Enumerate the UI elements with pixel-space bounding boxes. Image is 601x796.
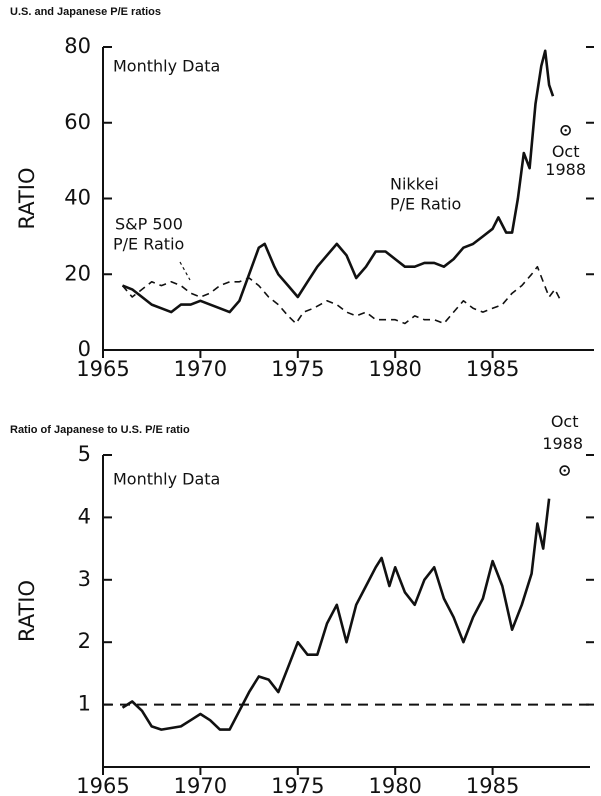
y-axis-title: RATIO: [15, 580, 39, 642]
x-tick-label: 1965: [76, 357, 129, 381]
x-tick-label: 1965: [76, 774, 129, 796]
series-label: Nikkei: [390, 175, 439, 194]
y-tick-label: 3: [78, 567, 91, 591]
series-label: P/E Ratio: [390, 195, 461, 214]
series-label: P/E Ratio: [113, 235, 184, 254]
series-line: [121, 498, 551, 731]
y-tick-label: 0: [78, 337, 91, 361]
y-tick-label: 20: [64, 261, 91, 285]
x-tick-label: 1985: [466, 357, 519, 381]
point-label: Oct: [551, 412, 579, 431]
point-label: 1988: [545, 160, 586, 179]
x-tick-label: 1980: [368, 357, 421, 381]
annotation: Monthly Data: [113, 470, 220, 489]
y-tick-label: 4: [78, 504, 91, 528]
point-dot: [564, 129, 567, 132]
y-tick-label: 80: [64, 34, 91, 58]
y-tick-label: 2: [78, 629, 91, 653]
annotation: Monthly Data: [113, 57, 220, 76]
series-line: [121, 265, 562, 325]
point-label: Oct: [552, 142, 580, 161]
label-pointer: [179, 261, 191, 281]
x-tick-label: 1985: [466, 774, 519, 796]
y-tick-label: 1: [78, 692, 91, 716]
y-axis-title: RATIO: [15, 167, 39, 229]
x-tick-label: 1980: [368, 774, 421, 796]
point-marker: [559, 465, 570, 476]
y-tick-label: 5: [78, 442, 91, 466]
point-label: 1988: [542, 434, 583, 453]
point-dot: [563, 469, 566, 472]
series-line: [122, 49, 555, 314]
point-marker: [560, 125, 571, 136]
y-tick-label: 60: [64, 110, 91, 134]
x-tick-label: 1975: [271, 357, 324, 381]
series-label: S&P 500: [115, 215, 183, 234]
chart-title: U.S. and Japanese P/E ratios: [10, 6, 161, 18]
x-tick-label: 1975: [271, 774, 324, 796]
x-tick-label: 1970: [174, 774, 227, 796]
chart-title: Ratio of Japanese to U.S. P/E ratio: [10, 424, 190, 436]
x-tick-label: 1970: [174, 357, 227, 381]
y-tick-label: 40: [64, 186, 91, 210]
